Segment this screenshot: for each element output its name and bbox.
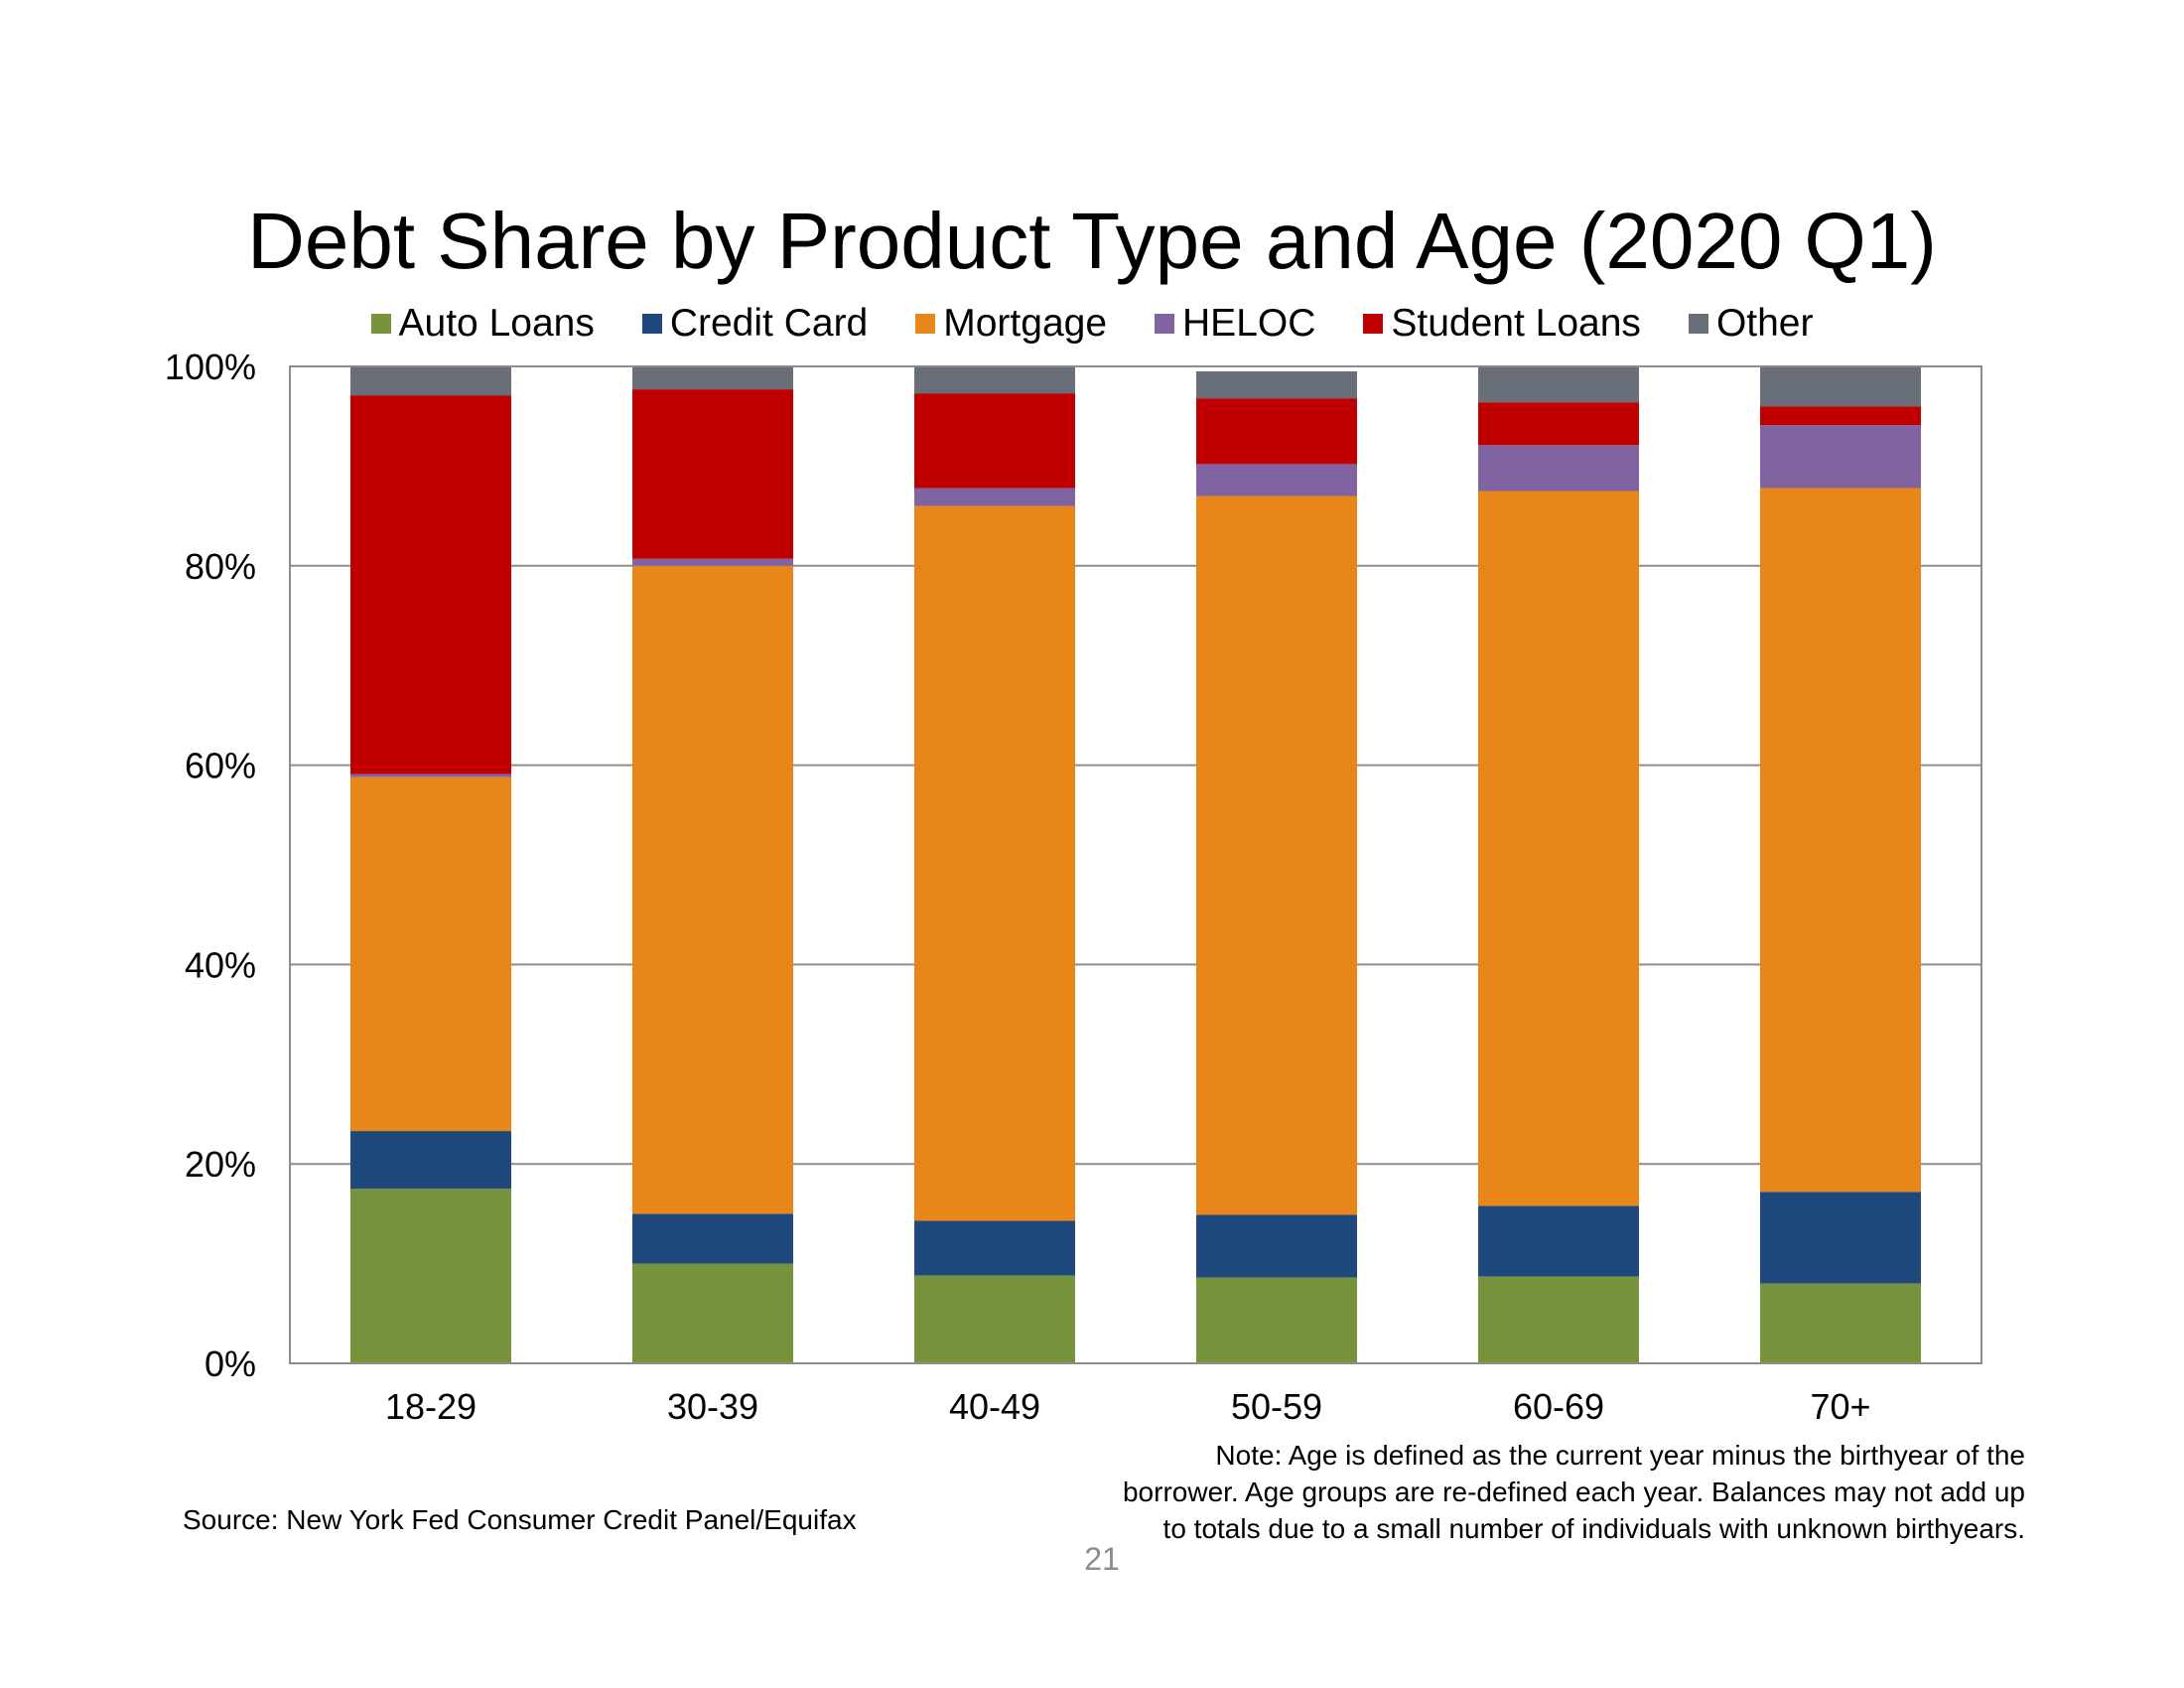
y-tick-label: 60% [185,746,256,786]
x-tick-label: 50-59 [1231,1386,1322,1427]
source-note: Source: New York Fed Consumer Credit Pan… [183,1504,857,1535]
bar-segment-auto-loans [1760,1283,1921,1363]
x-tick-label: 30-39 [667,1386,758,1427]
bar-segment-mortgage [1760,488,1921,1193]
x-tick-label: 70+ [1810,1386,1870,1427]
bar-segment-student-loans [1478,402,1639,446]
x-tick-label: 60-69 [1513,1386,1604,1427]
bar-segment-auto-loans [914,1275,1075,1363]
legend-item-other: Other [1688,302,1814,346]
x-tick-label: 18-29 [385,1386,477,1427]
page-number: 21 [1084,1541,1120,1577]
footnote-line: Note: Age is defined as the current year… [1215,1440,2025,1471]
bar-segment-other [350,366,511,396]
bar-segment-heloc [632,558,793,566]
bar-segment-mortgage [914,505,1075,1221]
bar-segment-auto-loans [1196,1277,1357,1363]
y-tick-label: 100% [165,347,256,387]
footnote-line: borrower. Age groups are re-defined each… [1122,1477,2025,1507]
bar-segment-credit-card [914,1220,1075,1276]
legend-swatch [1155,314,1175,334]
chart-legend: Auto Loans Credit Card Mortgage HELOC St… [0,302,2184,346]
y-tick-label: 80% [185,546,256,587]
legend-label: Auto Loans [398,302,595,345]
bar-segment-student-loans [350,395,511,774]
bar-segment-other [1478,366,1639,403]
bar-segment-mortgage [350,776,511,1132]
bar-segment-auto-loans [632,1263,793,1363]
legend-label: HELOC [1182,302,1316,345]
legend-item-student-loans: Student Loans [1363,302,1641,346]
bar-segment-other [1196,371,1357,399]
legend-item-auto-loans: Auto Loans [370,302,595,346]
y-tick-label: 20% [185,1144,256,1185]
y-tick-label: 0% [205,1343,256,1384]
y-tick-label: 40% [185,944,256,985]
bar-segment-heloc [1760,425,1921,489]
x-tick-label: 40-49 [949,1386,1040,1427]
bar-segment-credit-card [632,1213,793,1264]
legend-label: Credit Card [669,302,869,345]
legend-swatch [641,314,662,334]
plot-area-border [289,365,1982,1364]
bar-segment-credit-card [1760,1192,1921,1284]
legend-item-heloc: HELOC [1155,302,1315,346]
bar-segment-heloc [914,488,1075,506]
bar-segment-other [1760,366,1921,407]
legend-swatch [1688,314,1708,334]
bar-segment-credit-card [1196,1214,1357,1278]
bar-segment-other [914,366,1075,394]
bar-segment-auto-loans [1478,1276,1639,1363]
bar-segment-mortgage [1478,491,1639,1206]
bar-segment-credit-card [350,1131,511,1190]
footnote: Note: Age is defined as the current year… [983,1437,2025,1547]
bar-segment-heloc [1196,464,1357,496]
chart-title: Debt Share by Product Type and Age (2020… [247,197,1937,285]
bar-segment-mortgage [632,565,793,1214]
legend-item-credit-card: Credit Card [641,302,869,346]
footnote-line: to totals due to a small number of indiv… [1162,1513,2025,1544]
bar-segment-auto-loans [350,1189,511,1363]
legend-label: Mortgage [943,302,1108,345]
legend-item-mortgage: Mortgage [915,302,1107,346]
bar-segment-heloc [350,774,511,777]
legend-label: Student Loans [1391,302,1641,345]
legend-swatch [370,314,391,334]
bar-segment-mortgage [1196,495,1357,1215]
bar-segment-student-loans [1196,398,1357,465]
legend-swatch [915,314,936,334]
bar-segment-other [632,366,793,390]
bar-segment-student-loans [914,393,1075,489]
bar-segment-student-loans [1760,406,1921,426]
bar-segment-heloc [1478,445,1639,492]
legend-swatch [1363,314,1384,334]
bar-segment-student-loans [632,389,793,559]
bar-segment-credit-card [1478,1205,1639,1277]
legend-label: Other [1715,302,1814,345]
